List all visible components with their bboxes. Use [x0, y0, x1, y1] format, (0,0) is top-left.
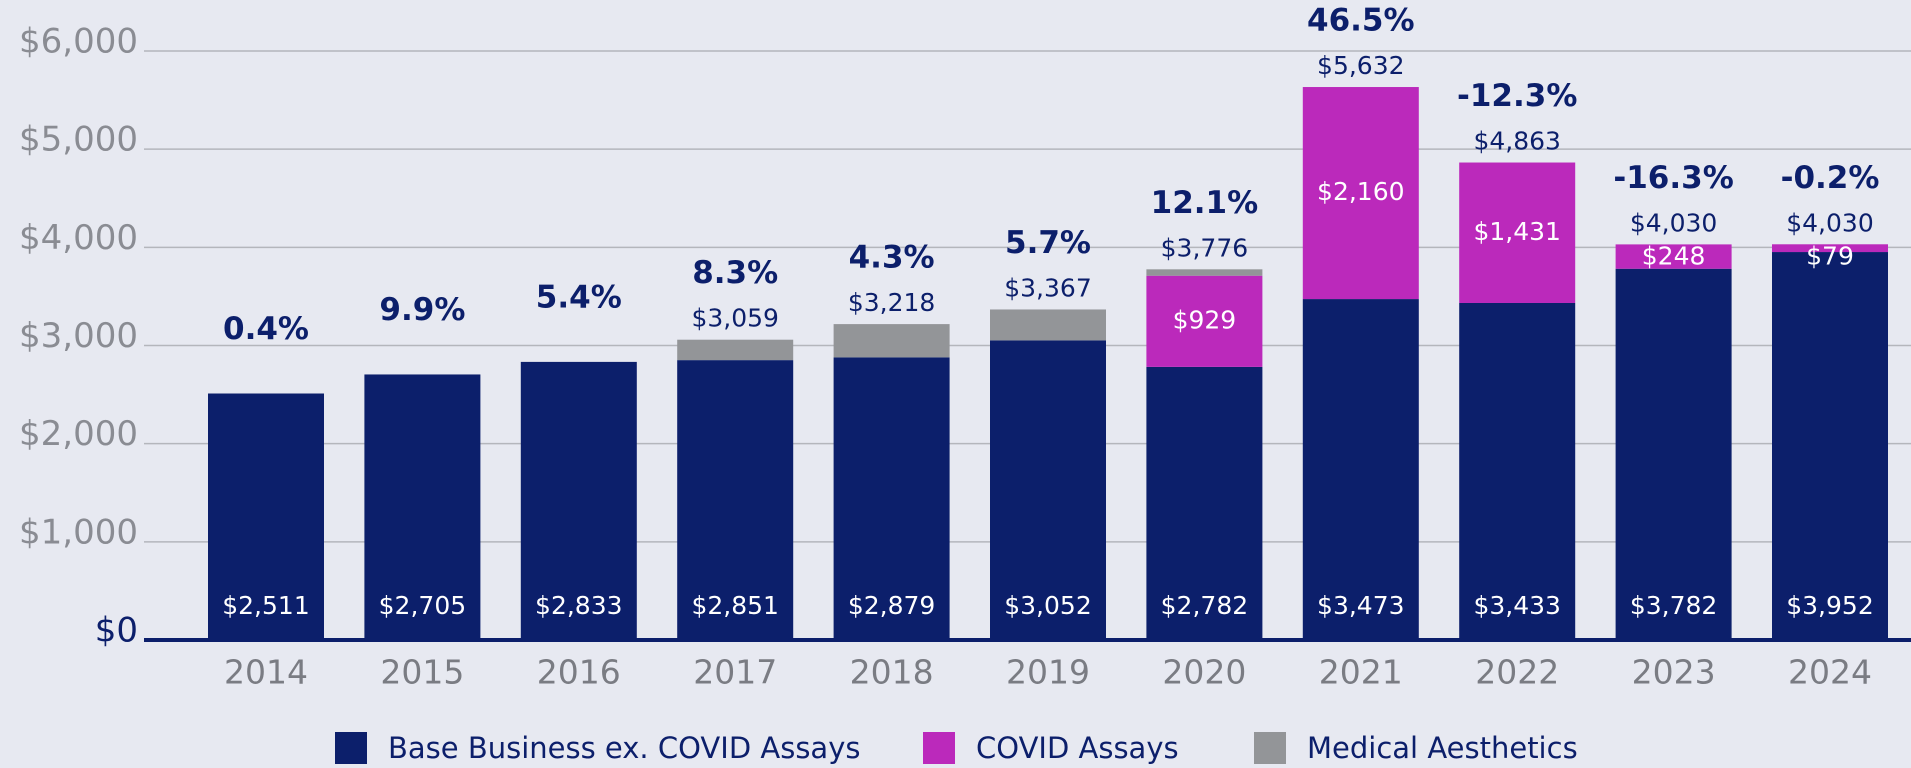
bar-segment	[1615, 244, 1732, 269]
y-tick-label: $2,000	[19, 414, 138, 454]
growth-label: 9.9%	[379, 292, 465, 328]
x-tick-label: 2019	[1006, 653, 1090, 692]
bar-segment	[520, 361, 637, 640]
legend-swatch	[335, 732, 367, 764]
value-label: $2,879	[848, 591, 935, 620]
value-label: $79	[1806, 241, 1854, 270]
total-label: $5,632	[1317, 51, 1404, 80]
x-tick-label: 2020	[1162, 653, 1246, 692]
bar-segment	[677, 339, 794, 361]
growth-label: 5.4%	[536, 279, 622, 315]
y-tick-label: $6,000	[19, 22, 138, 62]
legend-label: COVID Assays	[976, 731, 1179, 765]
bar-segment	[1146, 275, 1263, 367]
bar-segment	[990, 340, 1106, 640]
value-label: $2,705	[379, 591, 466, 620]
bar-segment	[208, 393, 324, 640]
total-label: $3,367	[1004, 273, 1091, 302]
bar-segment	[990, 309, 1106, 341]
x-tick-label: 2016	[537, 653, 621, 692]
growth-label: 0.4%	[223, 311, 309, 347]
legend-swatch	[1254, 732, 1286, 764]
bar-segment	[1459, 162, 1576, 303]
bar-segment	[1772, 252, 1888, 640]
x-tick-label: 2017	[693, 653, 777, 692]
legend-label: Medical Aesthetics	[1307, 731, 1578, 765]
total-label: $3,776	[1161, 233, 1248, 262]
value-label: $3,473	[1317, 591, 1404, 620]
growth-label: -12.3%	[1457, 78, 1577, 114]
x-tick-label: 2015	[380, 653, 464, 692]
bar-segment	[1302, 87, 1419, 300]
bar-segment	[1146, 269, 1263, 276]
growth-label: 5.7%	[1005, 225, 1091, 261]
bar-segment	[1772, 244, 1888, 253]
x-tick-label: 2018	[850, 653, 934, 692]
value-label: $2,782	[1161, 591, 1248, 620]
x-tick-label: 2023	[1632, 653, 1716, 692]
value-label: $3,052	[1004, 591, 1091, 620]
bar-segment	[833, 324, 950, 358]
y-tick-label: $5,000	[19, 120, 138, 160]
y-tick-label: $1,000	[19, 512, 138, 552]
total-label: $4,030	[1630, 208, 1717, 237]
y-tick-label: $0	[95, 611, 138, 651]
bar-segment	[1615, 268, 1732, 640]
bar-segment	[364, 374, 481, 640]
y-tick-label: $4,000	[19, 218, 138, 258]
bar-segment	[677, 360, 794, 640]
x-tick-label: 2024	[1788, 653, 1872, 692]
bar-segment	[1459, 302, 1576, 640]
legend-label: Base Business ex. COVID Assays	[388, 731, 860, 765]
value-label: $2,511	[222, 591, 309, 620]
growth-label: 8.3%	[692, 255, 778, 291]
value-label: $3,782	[1630, 591, 1717, 620]
bar-segment	[833, 357, 950, 640]
x-tick-label: 2021	[1319, 653, 1403, 692]
value-label: $2,160	[1317, 177, 1404, 206]
value-label: $929	[1173, 305, 1237, 334]
x-tick-label: 2014	[224, 653, 308, 692]
value-label: $248	[1642, 241, 1706, 270]
y-tick-label: $3,000	[19, 316, 138, 356]
growth-label: -16.3%	[1613, 160, 1733, 196]
value-label: $1,431	[1473, 217, 1560, 246]
growth-label: -0.2%	[1781, 160, 1880, 196]
x-tick-label: 2022	[1475, 653, 1559, 692]
total-label: $3,059	[691, 304, 778, 333]
value-label: $3,952	[1786, 591, 1873, 620]
total-label: $4,030	[1786, 208, 1873, 237]
bar-segment	[1302, 299, 1419, 640]
total-label: $3,218	[848, 288, 935, 317]
growth-label: 4.3%	[849, 240, 935, 276]
bar-segment	[1146, 366, 1263, 640]
growth-label: 12.1%	[1151, 185, 1259, 221]
growth-label: 46.5%	[1307, 3, 1415, 39]
value-label: $3,433	[1473, 591, 1560, 620]
legend-swatch	[923, 732, 955, 764]
value-label: $2,851	[691, 591, 778, 620]
total-label: $4,863	[1473, 127, 1560, 156]
value-label: $2,833	[535, 591, 622, 620]
